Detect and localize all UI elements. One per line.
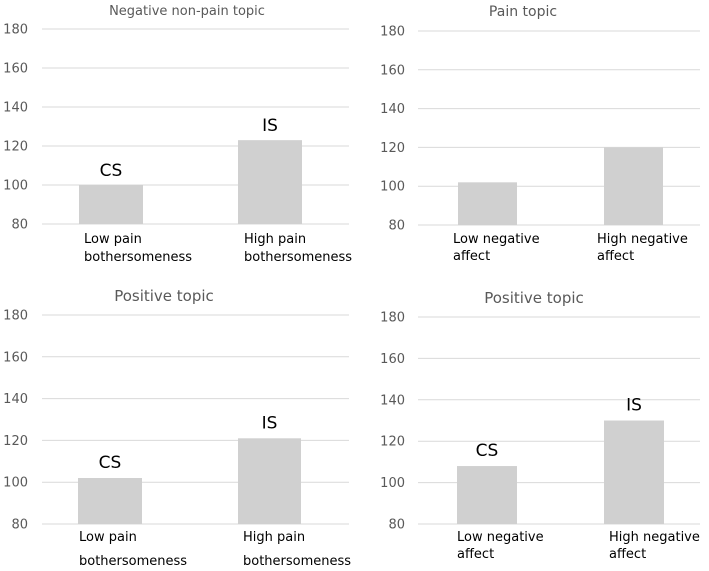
x-category-label: affect [453,249,490,264]
y-tick-label: 100 [380,180,405,195]
x-category-label: High pain [244,232,306,247]
y-tick-label: 120 [380,435,405,450]
y-tick-label: 120 [380,141,405,156]
chart-title: Pain topic [489,4,557,20]
y-tick-label: 100 [3,179,28,194]
bar [457,466,517,524]
y-tick-label: 160 [3,62,28,77]
y-tick-label: 120 [3,434,28,449]
chart-title: Positive topic [484,289,584,307]
y-tick-label: 160 [380,63,405,78]
x-category-label: bothersomeness [244,250,352,265]
y-tick-label: 80 [388,518,405,533]
bar-data-label: CS [100,161,123,181]
y-tick-label: 80 [11,218,28,233]
x-category-label: affect [609,547,646,562]
chart-title: Negative non-pain topic [109,4,265,19]
x-category-label: bothersomeness [243,554,351,569]
x-category-label: Low negative [453,232,540,247]
x-category-label: bothersomeness [84,250,192,265]
y-tick-label: 160 [3,350,28,365]
y-tick-label: 80 [11,518,28,533]
x-category-label: affect [597,249,634,264]
y-tick-label: 140 [3,392,28,407]
y-tick-label: 140 [380,393,405,408]
y-tick-label: 180 [3,309,28,324]
y-tick-label: 100 [3,476,28,491]
x-category-label: Low negative [457,530,544,545]
y-tick-label: 180 [3,23,28,38]
bar [604,420,664,524]
x-category-label: High pain [243,530,305,545]
bar-data-label: IS [626,396,642,416]
bar-data-label: IS [262,116,278,136]
y-tick-label: 140 [3,101,28,116]
bar-data-label: CS [476,441,499,461]
x-category-label: High negative [597,232,688,247]
bar-data-label: IS [262,413,278,433]
x-category-label: High negative [609,530,700,545]
y-tick-label: 120 [3,140,28,155]
bar [79,185,143,224]
y-tick-label: 100 [380,476,405,491]
bar [238,140,302,224]
y-tick-label: 160 [380,352,405,367]
y-tick-label: 80 [388,219,405,234]
x-category-label: Low pain [84,232,142,247]
y-tick-label: 180 [380,25,405,40]
y-tick-label: 140 [380,102,405,117]
x-category-label: Low pain [79,530,137,545]
x-category-label: bothersomeness [79,554,187,569]
y-tick-label: 180 [380,311,405,326]
x-category-label: affect [457,547,494,562]
bar [458,182,517,225]
bar-data-label: CS [99,453,122,473]
bar [604,147,663,225]
bar [238,438,301,524]
chart-title: Positive topic [114,287,214,305]
bar [78,478,142,524]
